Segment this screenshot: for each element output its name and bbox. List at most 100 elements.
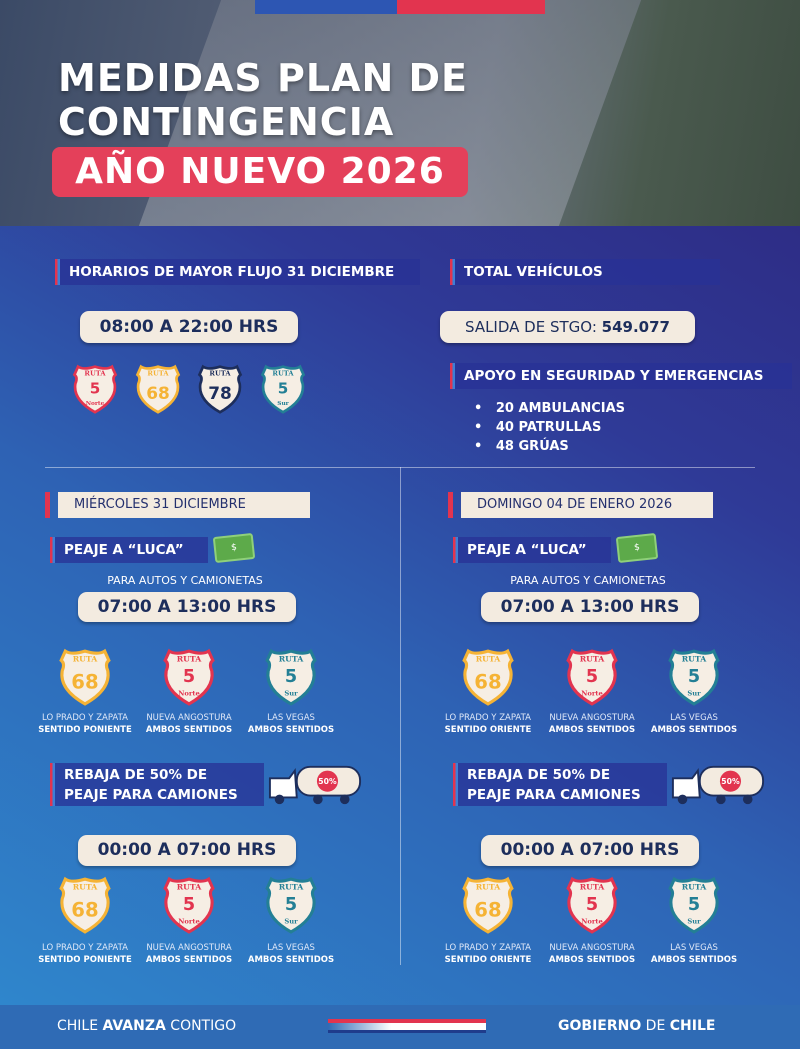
route-shield-68: RUTA 68: [462, 876, 514, 934]
footer-government: GOBIERNO DE CHILE: [558, 1018, 715, 1034]
shield-shape: [163, 876, 215, 934]
shield-number: 68: [71, 898, 98, 921]
shield-number: 5: [277, 379, 288, 397]
title-line-1: MEDIDAS PLAN DE: [58, 56, 469, 100]
truck-title-2: PEAJE PARA CAMIONES: [64, 787, 238, 803]
toll-subtitle: PARA AUTOS Y CAMIONETAS: [107, 574, 263, 587]
truck-icon: 50%: [671, 765, 765, 805]
truck-title-1: REBAJA DE 50% DE: [64, 767, 208, 783]
gov-part: GOBIERNO: [558, 1018, 642, 1034]
route-shield-5-norte: RUTA 5 Norte: [566, 648, 618, 706]
route-place: NUEVA ANGOSTURA: [146, 713, 232, 723]
route-shield-68: RUTA 68: [59, 876, 111, 934]
slogan-part: CONTIGO: [165, 1018, 237, 1034]
list-item: • 20 AMBULANCIAS: [474, 401, 625, 416]
truck-time: 00:00 A 07:00 HRS: [481, 835, 699, 866]
shield-number: 5: [285, 895, 297, 915]
route-direction: AMBOS SENTIDOS: [548, 725, 636, 735]
route-direction: AMBOS SENTIDOS: [247, 725, 335, 735]
shield-shape: [72, 364, 118, 414]
shield-top: RUTA: [73, 654, 99, 663]
route-direction: SENTIDO PONIENTE: [38, 725, 132, 735]
shield-sub: Norte: [178, 918, 200, 926]
shield-sub: Norte: [581, 918, 603, 926]
shield-shape: [260, 364, 305, 414]
shield-shape: [197, 364, 243, 414]
truck-title-1: REBAJA DE 50% DE: [467, 767, 611, 783]
list-item: • 40 PATRULLAS: [474, 420, 602, 435]
government-swoosh-logo: [328, 1019, 486, 1033]
title-highlight: AÑO NUEVO 2026: [52, 147, 468, 197]
shield-number: 68: [474, 670, 501, 693]
route-shield-68: RUTA 68: [462, 648, 514, 706]
shield-top: RUTA: [272, 370, 294, 378]
shield-sub: Sur: [277, 401, 289, 407]
shield-shape: [566, 648, 618, 706]
truck-time: 00:00 A 07:00 HRS: [78, 835, 296, 866]
shield-number: 5: [586, 895, 598, 915]
route-shield-68: RUTA 68: [135, 364, 180, 414]
shield-shape: [566, 876, 618, 934]
route-place: LAS VEGAS: [670, 943, 718, 953]
date-accent-bar: [45, 492, 50, 518]
shield-shape: [668, 648, 720, 706]
truck-badge: 50%: [318, 777, 337, 786]
route-direction: AMBOS SENTIDOS: [145, 955, 233, 965]
shield-number: 68: [71, 670, 98, 693]
shield-sub: Sur: [687, 918, 701, 926]
shield-top: RUTA: [476, 654, 502, 663]
total-value: 549.077: [601, 318, 670, 336]
route-shield-5-sur: RUTA 5 Sur: [260, 364, 305, 414]
route-label: LAS VEGAS AMBOS SENTIDOS: [240, 712, 342, 736]
shield-sub: Norte: [86, 401, 105, 407]
shield-top: RUTA: [682, 882, 708, 891]
route-direction: AMBOS SENTIDOS: [650, 955, 738, 965]
shield-top: RUTA: [476, 882, 502, 891]
route-place: LO PRADO Y ZAPATA: [445, 943, 531, 953]
shield-shape: [265, 648, 317, 706]
shield-shape: [462, 648, 514, 706]
route-place: LAS VEGAS: [267, 943, 315, 953]
shield-number: 5: [90, 379, 101, 397]
route-label: LO PRADO Y ZAPATA SENTIDO ORIENTE: [437, 942, 539, 966]
toll-time: 07:00 A 13:00 HRS: [78, 592, 296, 622]
shield-number: 5: [688, 895, 700, 915]
slogan-part: CHILE: [57, 1018, 103, 1034]
route-direction: SENTIDO ORIENTE: [444, 725, 532, 735]
list-item: • 48 GRÚAS: [474, 439, 569, 454]
divider-horizontal: [45, 467, 755, 468]
shield-top: RUTA: [177, 882, 203, 891]
shield-sub: Norte: [178, 690, 200, 698]
route-shield-5-sur: RUTA 5 Sur: [668, 876, 720, 934]
banknote-icon: $: [615, 532, 659, 564]
route-label: LAS VEGAS AMBOS SENTIDOS: [240, 942, 342, 966]
shield-shape: [462, 876, 514, 934]
support-list: • 20 AMBULANCIAS • 40 PATRULLAS • 48 GRÚ…: [474, 399, 625, 456]
route-shield-5-sur: RUTA 5 Sur: [668, 648, 720, 706]
shield-number: 5: [183, 667, 195, 687]
banknote-icon: $: [212, 532, 256, 564]
shield-top: RUTA: [580, 654, 606, 663]
route-label: NUEVA ANGOSTURA AMBOS SENTIDOS: [541, 712, 643, 736]
route-direction: SENTIDO PONIENTE: [38, 955, 132, 965]
route-label: NUEVA ANGOSTURA AMBOS SENTIDOS: [138, 712, 240, 736]
gov-part: CHILE: [669, 1018, 716, 1034]
shield-top: RUTA: [580, 882, 606, 891]
peak-hours-time: 08:00 A 22:00 HRS: [80, 311, 298, 343]
route-direction: SENTIDO ORIENTE: [444, 955, 532, 965]
shield-top: RUTA: [73, 882, 99, 891]
toll-subtitle: PARA AUTOS Y CAMIONETAS: [510, 574, 666, 587]
shield-shape: [163, 648, 215, 706]
total-label: SALIDA DE STGO:: [465, 318, 597, 336]
shield-shape: [135, 364, 180, 414]
shield-top: RUTA: [84, 370, 106, 378]
toll-heading: PEAJE A “LUCA”: [50, 537, 208, 563]
route-place: NUEVA ANGOSTURA: [549, 713, 635, 723]
shield-number: 78: [208, 383, 232, 403]
shield-number: 68: [146, 383, 170, 403]
column-date: MIÉRCOLES 31 DICIEMBRE: [58, 492, 310, 518]
shield-shape: [59, 876, 111, 934]
truck-badge: 50%: [721, 777, 740, 786]
support-item: 20 AMBULANCIAS: [495, 401, 625, 416]
route-shield-5-sur: RUTA 5 Sur: [265, 876, 317, 934]
